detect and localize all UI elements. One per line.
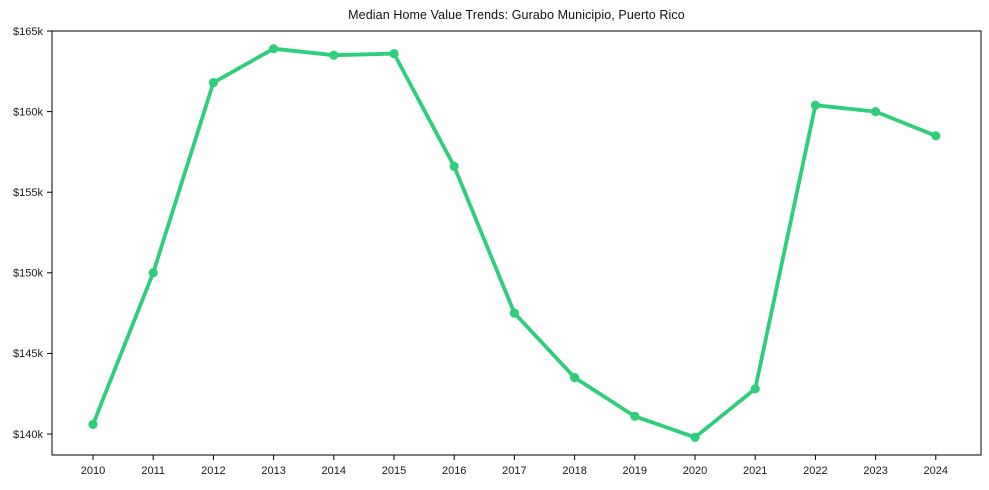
x-tick-label: 2017 [502, 465, 526, 477]
data-point-marker [810, 100, 821, 110]
data-point-marker [931, 131, 941, 141]
x-tick-label: 2013 [261, 465, 285, 477]
data-point-marker [88, 419, 98, 429]
x-tick-label: 2024 [924, 465, 948, 477]
y-tick-label: $155k [13, 187, 43, 199]
x-tick-label: 2021 [743, 465, 767, 477]
data-point-marker [630, 411, 640, 421]
data-point-marker [509, 308, 519, 318]
data-point-marker [750, 384, 760, 394]
x-tick-label: 2023 [863, 465, 887, 477]
x-tick-label: 2014 [322, 465, 346, 477]
x-tick-label: 2018 [562, 465, 586, 477]
y-tick-label: $165k [13, 26, 43, 38]
x-tick-label: 2010 [81, 465, 105, 477]
x-tick-label: 2016 [442, 465, 466, 477]
data-point-marker [449, 161, 459, 171]
data-point-marker [269, 44, 279, 54]
y-tick-label: $145k [13, 348, 43, 360]
chart-title: Median Home Value Trends: Gurabo Municip… [348, 8, 685, 22]
data-point-marker [389, 49, 399, 59]
y-tick-label: $150k [13, 268, 43, 280]
plot-area-border [51, 30, 982, 456]
data-point-marker [570, 373, 580, 383]
data-point-marker [871, 107, 881, 117]
data-point-marker [329, 50, 339, 60]
trend-line [91, 46, 938, 440]
data-point-marker [208, 78, 218, 88]
x-tick-label: 2015 [382, 465, 406, 477]
x-tick-label: 2011 [141, 465, 165, 477]
y-tick-label: $160k [13, 106, 43, 118]
x-tick-label: 2019 [623, 465, 647, 477]
data-point-marker [690, 432, 700, 442]
y-tick-label: $140k [13, 429, 43, 441]
x-tick-label: 2022 [803, 465, 827, 477]
data-point-marker [148, 268, 158, 278]
x-tick-label: 2020 [683, 465, 707, 477]
x-tick-label: 2012 [201, 465, 225, 477]
